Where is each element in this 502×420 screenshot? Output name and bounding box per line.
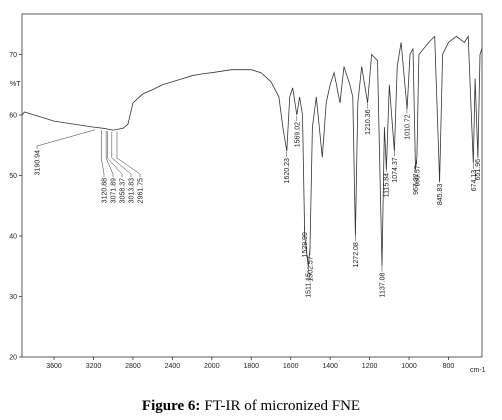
y-axis-label: %T bbox=[10, 81, 21, 88]
peak-label: 1137.08 bbox=[379, 272, 386, 297]
peak-label: 3013.83 bbox=[129, 178, 136, 203]
peak-label: 845.83 bbox=[437, 184, 444, 206]
peak-leader bbox=[107, 131, 123, 177]
x-tick-label: 800 bbox=[443, 363, 455, 370]
caption-text: FT-IR of micronized FNE bbox=[204, 398, 360, 414]
peak-label: 1502.57 bbox=[307, 256, 314, 281]
peak-label: 1074.37 bbox=[392, 157, 399, 182]
peak-label: 1010.72 bbox=[404, 114, 411, 139]
caption-label: Figure 6: bbox=[142, 398, 200, 414]
peak-label: 674.13 bbox=[471, 170, 478, 192]
peak-label: 1210.36 bbox=[365, 109, 372, 134]
y-tick-label: 60 bbox=[9, 113, 17, 120]
y-tick-label: 30 bbox=[9, 294, 17, 301]
y-tick-label: 70 bbox=[9, 52, 17, 59]
peak-leader bbox=[116, 131, 141, 177]
x-tick-label: 1600 bbox=[283, 363, 299, 370]
peak-label: 3190.94 bbox=[35, 150, 42, 175]
x-tick-label: 2400 bbox=[165, 363, 181, 370]
x-tick-label: 1800 bbox=[243, 363, 259, 370]
x-tick-label: 1000 bbox=[401, 363, 417, 370]
x-axis-label: cm-1 bbox=[470, 367, 486, 374]
peak-leader bbox=[101, 130, 105, 177]
peak-label: 1529.99 bbox=[302, 232, 309, 257]
y-tick-label: 20 bbox=[9, 355, 17, 362]
x-tick-label: 3600 bbox=[46, 363, 62, 370]
x-tick-label: 2000 bbox=[204, 363, 220, 370]
x-tick-label: 3200 bbox=[86, 363, 102, 370]
peak-leader bbox=[105, 130, 114, 177]
peak-label: 1569.02 bbox=[294, 122, 301, 147]
peak-leader bbox=[111, 131, 132, 177]
x-tick-label: 1200 bbox=[362, 363, 378, 370]
peak-label: 1115.84 bbox=[384, 173, 391, 197]
peak-label: 3071.89 bbox=[111, 178, 118, 203]
peak-label: 3120.88 bbox=[102, 178, 109, 203]
caption: Figure 6: FT-IR of micronized FNE bbox=[142, 398, 360, 414]
x-tick-label: 1400 bbox=[322, 363, 338, 370]
peak-label: 3058.37 bbox=[120, 178, 127, 203]
y-tick-label: 50 bbox=[9, 173, 17, 180]
peak-label: 2961.75 bbox=[138, 178, 145, 203]
peak-label: 651.96 bbox=[475, 159, 482, 181]
peak-label: 1272.08 bbox=[353, 242, 360, 267]
x-tick-label: 2800 bbox=[125, 363, 141, 370]
peak-label: 967.32 bbox=[413, 173, 420, 195]
plot-frame bbox=[21, 13, 483, 358]
peak-label: 960.57 bbox=[414, 165, 421, 187]
peak-leader bbox=[36, 129, 95, 149]
peak-label: 1620.23 bbox=[284, 158, 291, 183]
y-tick-label: 40 bbox=[9, 234, 17, 241]
peak-label: 1511.15 bbox=[306, 273, 313, 298]
spectrum-line bbox=[21, 35, 483, 267]
